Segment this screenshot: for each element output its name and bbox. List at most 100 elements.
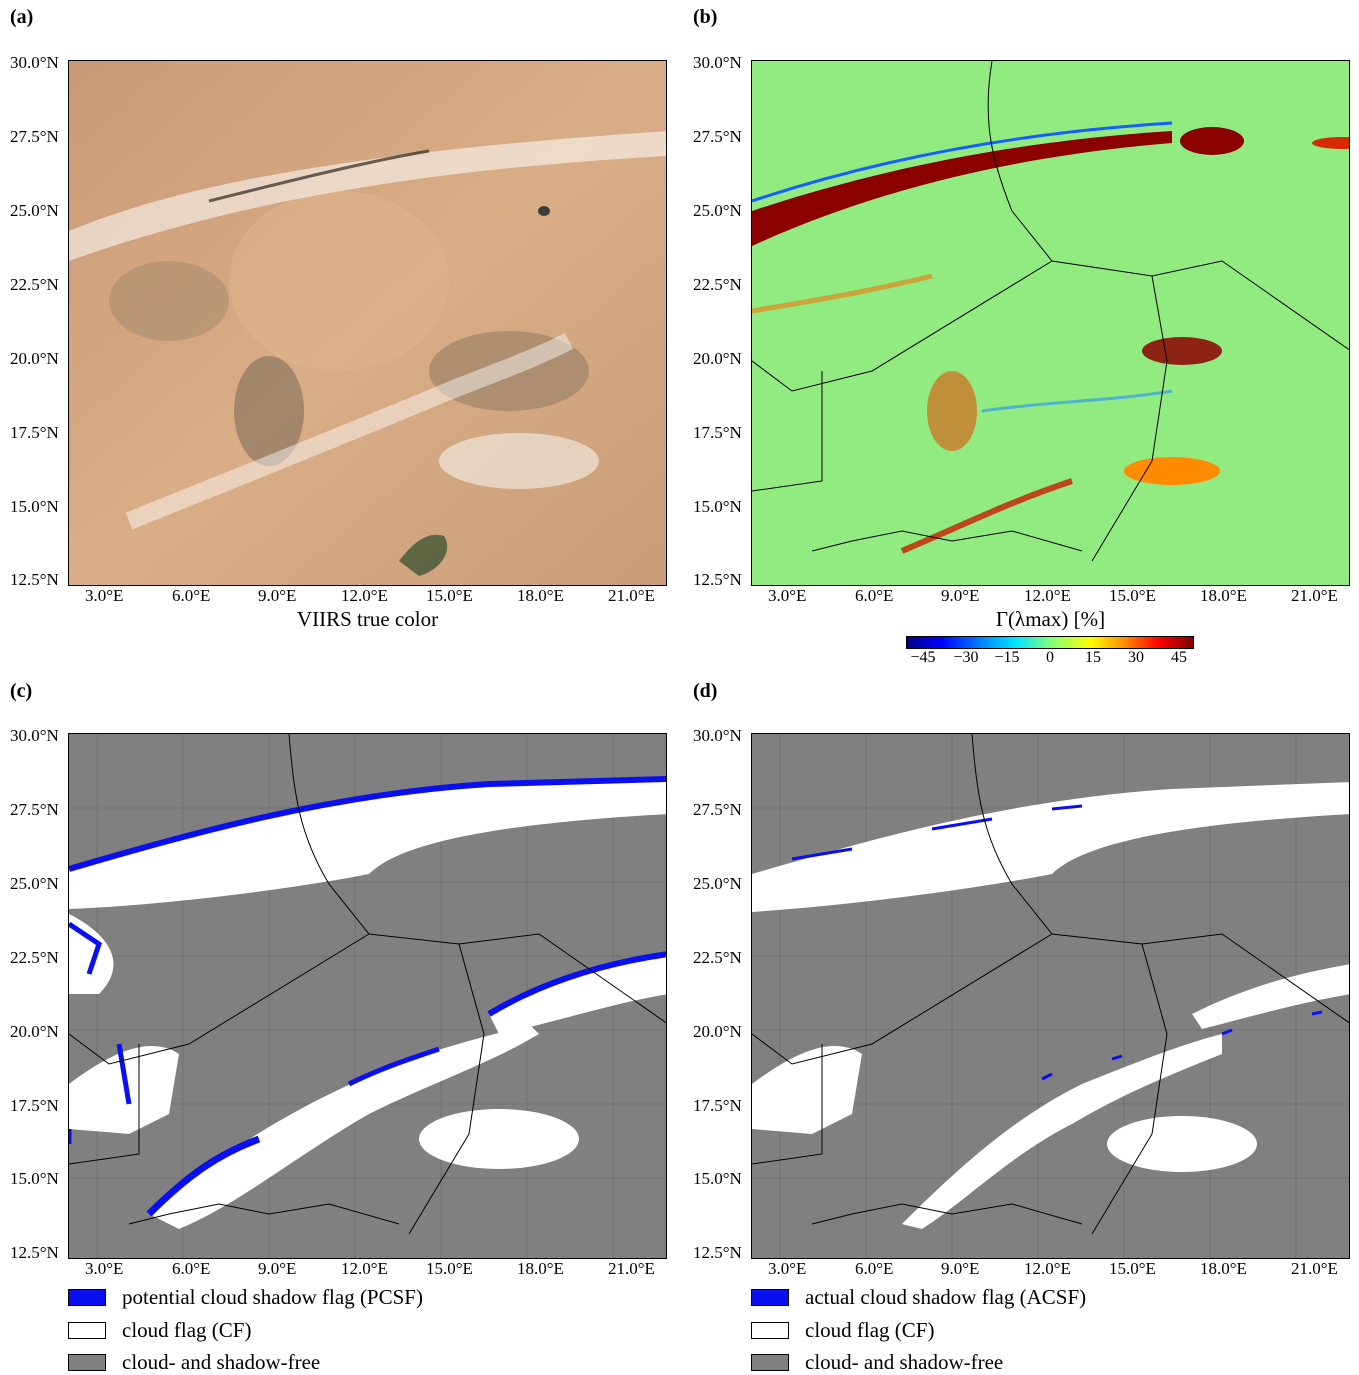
legend-swatch	[68, 1322, 106, 1339]
colorbar-tick: 15	[1085, 649, 1101, 666]
lat-tick: 20.0°N	[693, 349, 742, 368]
lon-tick: 3.0°E	[85, 1259, 124, 1278]
legend-swatch	[68, 1289, 106, 1306]
legend-swatch	[68, 1354, 106, 1371]
lon-tick: 6.0°E	[855, 586, 894, 605]
legend-item-cf: cloud flag (CF)	[751, 1318, 934, 1343]
lat-tick: 12.5°N	[10, 1243, 59, 1262]
legend-swatch	[751, 1354, 789, 1371]
lon-tick: 12.0°E	[341, 1259, 388, 1278]
lon-tick: 21.0°E	[1291, 586, 1338, 605]
lon-tick: 18.0°E	[1200, 586, 1247, 605]
lat-tick: 27.5°N	[693, 800, 742, 819]
lon-tick: 15.0°E	[426, 1259, 473, 1278]
caption-a: VIIRS true color	[296, 607, 439, 631]
viirs-true-color-map	[68, 60, 667, 586]
lat-tick: 12.5°N	[693, 1243, 742, 1262]
lon-tick: 21.0°E	[608, 586, 655, 605]
legend-item-acsf: actual cloud shadow flag (ACSF)	[751, 1285, 1086, 1310]
lon-tick: 18.0°E	[517, 586, 564, 605]
lat-tick: 25.0°N	[10, 201, 59, 220]
lon-tick: 12.0°E	[341, 586, 388, 605]
legend-label: potential cloud shadow flag (PCSF)	[122, 1285, 423, 1309]
legend-label: cloud flag (CF)	[805, 1318, 935, 1342]
lat-tick: 15.0°N	[10, 497, 59, 516]
lat-tick: 25.0°N	[10, 874, 59, 893]
legend-swatch	[751, 1289, 789, 1306]
lat-tick: 20.0°N	[10, 349, 59, 368]
panel-label-d: (d)	[693, 680, 718, 702]
lat-tick: 17.5°N	[10, 423, 59, 442]
legend-item-pcsf: potential cloud shadow flag (PCSF)	[68, 1285, 423, 1310]
legend-label: actual cloud shadow flag (ACSF)	[805, 1285, 1087, 1309]
lon-tick: 6.0°E	[172, 1259, 211, 1278]
panel-label-c: (c)	[10, 680, 33, 702]
lat-tick: 15.0°N	[693, 1169, 742, 1188]
colorbar-ticks: −45 −30 −15 0 15 30 45	[906, 649, 1194, 669]
lat-tick: 27.5°N	[693, 127, 742, 146]
pcsf-mask-map	[68, 733, 667, 1259]
lat-tick: 17.5°N	[10, 1096, 59, 1115]
colorbar-tick: 0	[1046, 649, 1054, 666]
colorbar	[906, 636, 1194, 649]
lon-tick: 3.0°E	[768, 586, 807, 605]
lon-tick: 18.0°E	[517, 1259, 564, 1278]
lon-tick: 6.0°E	[855, 1259, 894, 1278]
lat-tick: 17.5°N	[693, 423, 742, 442]
colorbar-tick: 45	[1171, 649, 1187, 666]
lat-tick: 27.5°N	[10, 800, 59, 819]
lat-tick: 20.0°N	[693, 1022, 742, 1041]
lat-tick: 22.5°N	[693, 948, 742, 967]
colorbar-tick: −15	[994, 649, 1020, 666]
legend-label: cloud- and shadow-free	[122, 1350, 321, 1374]
viirs-image	[69, 61, 666, 585]
lon-tick: 21.0°E	[1291, 1259, 1338, 1278]
acsf-mask-map	[751, 733, 1350, 1259]
lat-tick: 15.0°N	[10, 1169, 59, 1188]
panel-label-a: (a)	[10, 6, 34, 28]
lat-tick: 15.0°N	[693, 497, 742, 516]
lat-tick: 22.5°N	[10, 948, 59, 967]
lat-tick: 27.5°N	[10, 127, 59, 146]
panel-label-b: (b)	[693, 6, 718, 28]
lon-tick: 9.0°E	[941, 586, 980, 605]
lon-tick: 15.0°E	[1109, 1259, 1156, 1278]
lat-tick: 25.0°N	[693, 201, 742, 220]
lat-tick: 12.5°N	[693, 570, 742, 589]
lon-tick: 15.0°E	[1109, 586, 1156, 605]
lat-tick: 22.5°N	[693, 275, 742, 294]
lon-tick: 3.0°E	[85, 586, 124, 605]
caption-b: Γ(λmax) [%]	[995, 607, 1106, 631]
lon-tick: 9.0°E	[941, 1259, 980, 1278]
lon-tick: 6.0°E	[172, 586, 211, 605]
colorbar-tick: −30	[953, 649, 979, 666]
legend-label: cloud flag (CF)	[122, 1318, 252, 1342]
lat-tick: 22.5°N	[10, 275, 59, 294]
lat-tick: 30.0°N	[10, 726, 59, 745]
gamma-field	[752, 61, 1349, 585]
lat-tick: 30.0°N	[693, 726, 742, 745]
lat-tick: 20.0°N	[10, 1022, 59, 1041]
legend-item-cf: cloud flag (CF)	[68, 1318, 251, 1343]
lat-tick: 17.5°N	[693, 1096, 742, 1115]
legend-label: cloud- and shadow-free	[805, 1350, 1004, 1374]
pcsf-mask	[69, 734, 666, 1258]
gamma-map	[751, 60, 1350, 586]
lon-tick: 12.0°E	[1024, 1259, 1071, 1278]
colorbar-tick: 30	[1128, 649, 1144, 666]
lon-tick: 15.0°E	[426, 586, 473, 605]
lat-tick: 25.0°N	[693, 874, 742, 893]
lon-tick: 9.0°E	[258, 1259, 297, 1278]
legend-swatch	[751, 1322, 789, 1339]
colorbar-tick: −45	[910, 649, 936, 666]
lon-tick: 21.0°E	[608, 1259, 655, 1278]
lon-tick: 9.0°E	[258, 586, 297, 605]
lon-tick: 3.0°E	[768, 1259, 807, 1278]
lat-tick: 30.0°N	[693, 53, 742, 72]
legend-item-free: cloud- and shadow-free	[751, 1350, 1003, 1375]
lon-tick: 18.0°E	[1200, 1259, 1247, 1278]
lat-tick: 12.5°N	[10, 570, 59, 589]
lat-tick: 30.0°N	[10, 53, 59, 72]
acsf-mask	[752, 734, 1349, 1258]
lon-tick: 12.0°E	[1024, 586, 1071, 605]
